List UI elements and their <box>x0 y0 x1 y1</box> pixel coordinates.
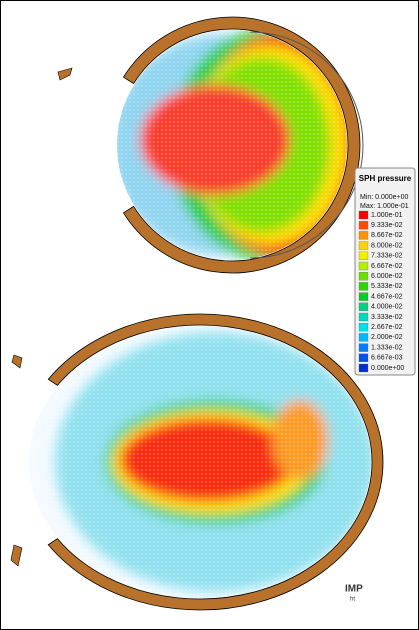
legend-swatch <box>359 221 368 229</box>
logo-sub: ht <box>350 597 355 603</box>
legend-label: 6.667e-03 <box>371 355 403 362</box>
legend-label: 8.000e-02 <box>371 242 403 249</box>
legend-swatch <box>359 293 368 301</box>
legend-swatch <box>359 262 368 270</box>
legend-label: 4.667e-02 <box>371 293 403 300</box>
legend-label: 2.000e-02 <box>371 334 403 341</box>
legend-label: 0.000e+00 <box>371 365 404 372</box>
legend-label: 1.333e-02 <box>371 344 403 351</box>
legend-label: 8.667e-02 <box>371 232 403 239</box>
legend-swatch <box>359 313 368 321</box>
legend-swatch <box>359 242 368 250</box>
legend-title: SPH pressure <box>359 174 412 183</box>
legend-label: 7.333e-02 <box>371 253 403 260</box>
legend-swatch <box>359 333 368 341</box>
legend-swatch <box>359 364 368 372</box>
legend-label: 1.000e-01 <box>371 212 403 219</box>
legend-label: 9.333e-02 <box>371 222 403 229</box>
legend-swatch <box>359 272 368 280</box>
legend-label: 5.333e-02 <box>371 283 403 290</box>
legend-swatch <box>359 344 368 352</box>
legend-swatch <box>359 354 368 362</box>
legend-min: Min: 0.000e+00 <box>360 194 409 201</box>
legend-label: 6.667e-02 <box>371 263 403 270</box>
screenshot: SPH pressure Min: 0.000e+00 Max: 1.000e-… <box>0 0 419 630</box>
legend-swatch <box>359 231 368 239</box>
legend-label: 6.000e-02 <box>371 273 403 280</box>
legend-label: 2.667e-02 <box>371 324 403 331</box>
legend-swatch <box>359 323 368 331</box>
logo: IMP <box>345 584 363 595</box>
legend-swatch <box>359 282 368 290</box>
legend-swatch <box>359 252 368 260</box>
legend-swatch <box>359 303 368 311</box>
legend-swatch <box>359 211 368 219</box>
legend-label: 4.000e-02 <box>371 304 403 311</box>
legend-label: 3.333e-02 <box>371 314 403 321</box>
legend-max: Max: 1.000e-01 <box>360 203 409 210</box>
